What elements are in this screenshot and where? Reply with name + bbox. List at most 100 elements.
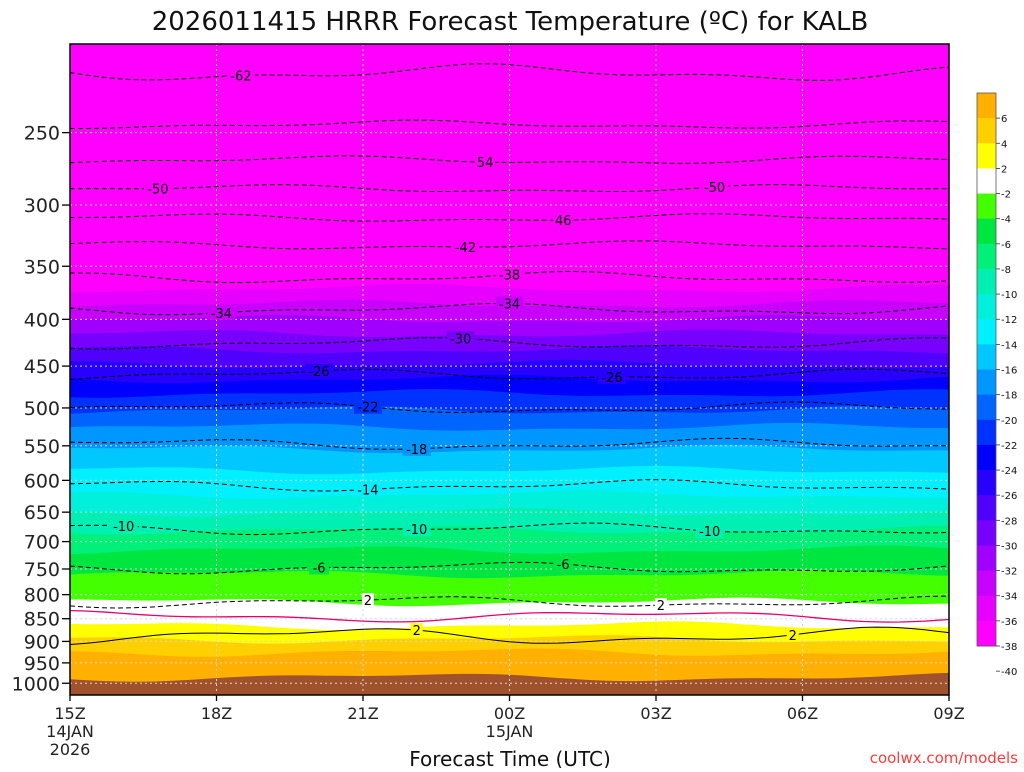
colorbar-swatch [977, 520, 996, 546]
x-axis-label: Forecast Time (UTC) [409, 747, 611, 768]
contour-label-bg [353, 399, 382, 414]
contour-line [70, 63, 949, 81]
colorbar-label: -12 [1001, 315, 1017, 326]
colorbar-swatch [977, 268, 996, 295]
colorbar-label: -8 [1001, 265, 1011, 276]
contour-label: -38 [499, 268, 520, 283]
contour-label: -6 [313, 561, 326, 576]
contour-label: 2 [789, 629, 797, 644]
contour-label: -50 [147, 183, 168, 198]
contour-label: -34 [211, 307, 232, 322]
contour-label-bg [410, 623, 423, 638]
colorbar-label: -16 [1001, 366, 1017, 377]
colorbar-swatch [977, 545, 996, 572]
contour-line [70, 479, 949, 492]
contour-line [70, 595, 949, 609]
contour-line [70, 368, 949, 380]
contour-label: 46 [555, 214, 572, 229]
colorbar-label: -6 [1001, 240, 1011, 251]
colorbar-label: 2 [1001, 164, 1007, 175]
colorbar-label: -38 [1001, 642, 1017, 653]
colorbar-label: -22 [1001, 441, 1017, 452]
contour-label-bg [446, 331, 475, 346]
x-tick-label: 09Z [933, 704, 964, 723]
colorbar-label: -36 [1001, 617, 1017, 628]
colorbar-label: -20 [1001, 416, 1017, 427]
color-bands [70, 44, 949, 695]
x-tick-label: 18Z [201, 704, 232, 723]
x-tick-label: 2026 [50, 740, 91, 759]
colorbar-label: 6 [1001, 114, 1007, 125]
colorbar-label: 4 [1001, 139, 1007, 150]
colorbar-swatch [977, 570, 996, 597]
contour-label-bg [786, 627, 799, 642]
colorbar-swatch [977, 218, 996, 245]
colorbar-swatch [977, 319, 996, 345]
y-tick-label: 350 [24, 256, 60, 278]
y-tick-label: 250 [24, 123, 60, 145]
colorbar: 6 4 2 -2 -4 -6 -8 -10 -12 -14 -16 -18 -20 -22 -24 -26 -2… [976, 92, 1017, 678]
contour-label: -18 [406, 443, 427, 458]
contour-label: -10 [113, 520, 134, 535]
contour-label: -34 [499, 297, 520, 312]
y-tick-label: 1000 [12, 673, 60, 695]
grid-lines [70, 44, 949, 695]
y-tick-label: 750 [24, 559, 60, 581]
contour-label-bg [700, 179, 729, 194]
colorbar-swatch [977, 344, 996, 370]
contour-label-bg [353, 482, 382, 497]
y-tick-label: 850 [24, 609, 60, 631]
contour-label: -26 [601, 371, 622, 386]
x-tick-label: 03Z [640, 704, 671, 723]
contour-label: -50 [704, 181, 725, 196]
x-tick-label: 14JAN [46, 722, 94, 741]
contour-label: -10 [406, 523, 427, 538]
colorbar-swatch [977, 143, 996, 169]
x-tick-label: 15JAN [486, 722, 534, 741]
contour-label-bg [402, 522, 431, 537]
contour-label: 54 [477, 156, 494, 171]
contour-line [70, 401, 949, 413]
y-tick-label: 600 [24, 470, 60, 492]
colorbar-swatch [977, 118, 996, 144]
colorbar-swatch [977, 620, 996, 647]
colorbar-label: -14 [1001, 340, 1017, 351]
colorbar-swatch [977, 294, 996, 320]
contour-label: -6 [557, 558, 570, 573]
colorbar-label: -18 [1001, 391, 1017, 402]
colorbar-swatch [977, 470, 996, 496]
contour-label: 2 [657, 599, 665, 614]
y-tick-label: 950 [24, 653, 60, 675]
freezing-line [70, 609, 949, 623]
y-tick-label: 900 [24, 631, 60, 653]
contour-label-bg [475, 155, 496, 170]
y-tick-label: 800 [24, 585, 60, 607]
contour-line [70, 626, 949, 645]
colorbar-label: -4 [1001, 215, 1011, 226]
contour-label-bg [553, 213, 574, 228]
contour-label: -10 [699, 525, 720, 540]
colorbar-label: -34 [1001, 592, 1017, 603]
colorbar-swatch [977, 394, 996, 421]
y-axis: 2503003504004505005506006507007508008509… [12, 123, 70, 695]
contour-label-bg [495, 267, 524, 282]
colorbar-label: -40 [1001, 667, 1017, 678]
contour-line [70, 155, 949, 164]
y-tick-label: 300 [24, 195, 60, 217]
y-tick-label: 450 [24, 356, 60, 378]
contour-label-bg [495, 296, 524, 311]
contour-line [70, 119, 949, 130]
x-tick-label: 15Z [54, 704, 85, 723]
contour-label-bg [695, 524, 724, 539]
colorbar-swatch [977, 193, 996, 220]
contour-label-bg [553, 556, 574, 571]
contour-label-bg [361, 593, 374, 608]
contour-line [70, 437, 949, 450]
colorbar-label: -32 [1001, 567, 1017, 578]
colorbar-label: -10 [1001, 290, 1017, 301]
colorbar-swatch [977, 93, 996, 119]
